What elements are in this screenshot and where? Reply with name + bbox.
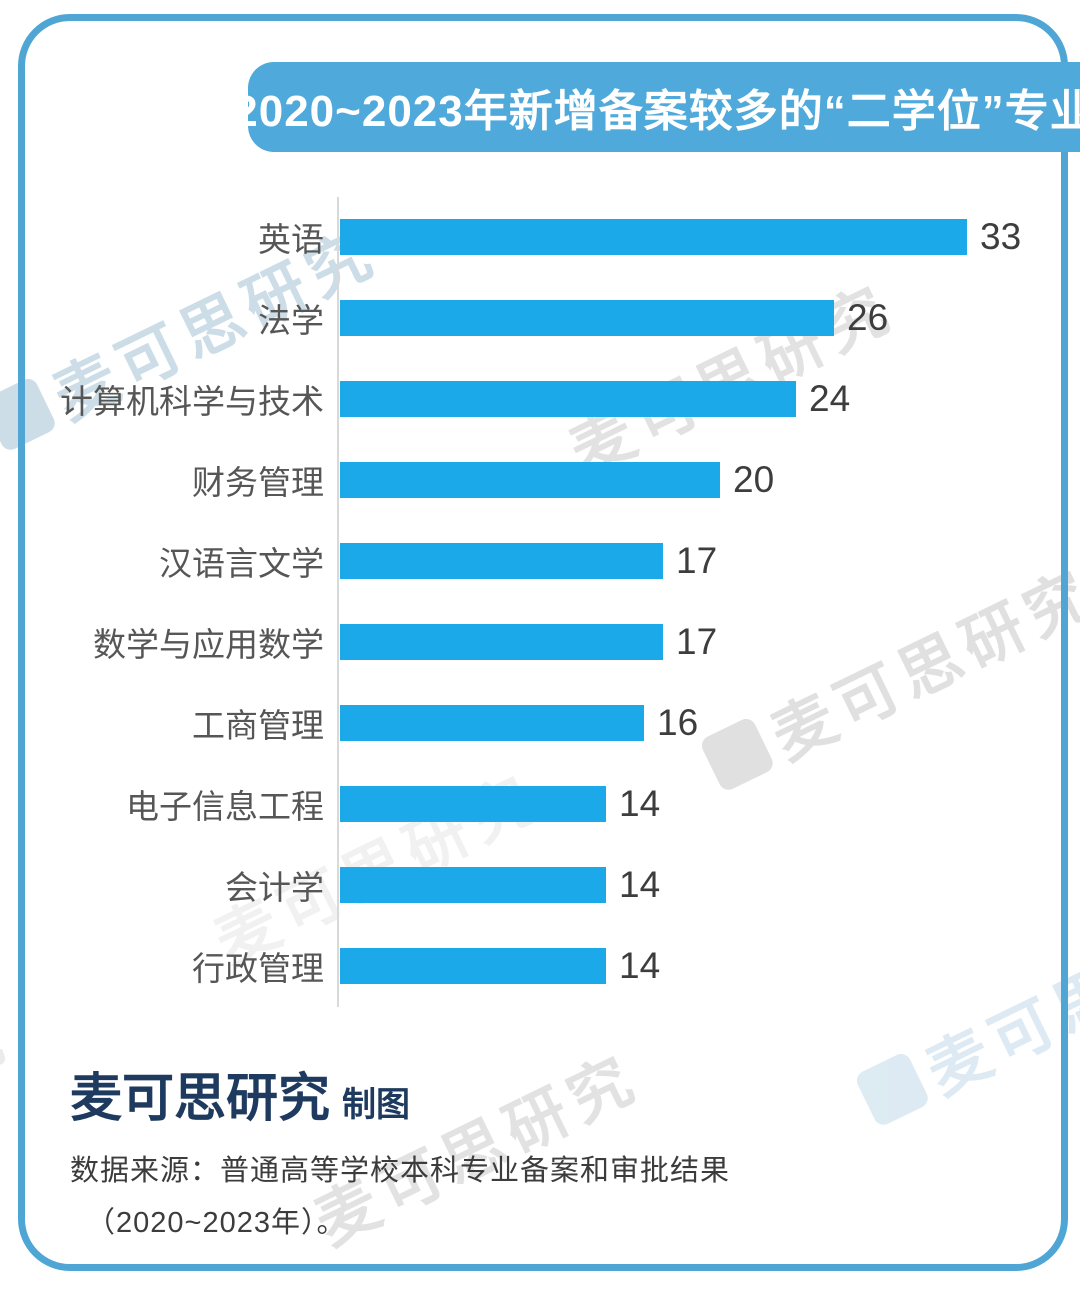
bar-value: 26	[847, 296, 889, 338]
bar	[340, 704, 644, 741]
chart-row: 英语 33	[0, 196, 1080, 277]
bar-label: 行政管理	[192, 949, 324, 987]
bar-value: 17	[676, 620, 718, 662]
bar-label: 工商管理	[192, 706, 324, 744]
chart-title: 2020~2023年新增备案较多的“二学位”专业	[233, 87, 1080, 136]
source-line-1: 数据来源：普通高等学校本科专业备案和审批结果	[70, 1155, 731, 1187]
chart-row: 数学与应用数学 17	[0, 601, 1080, 682]
chart-row: 财务管理 20	[0, 439, 1080, 520]
card-border	[18, 14, 1068, 1271]
bar	[340, 785, 606, 822]
chart-row: 工商管理 16	[0, 682, 1080, 763]
bar-value: 14	[619, 944, 661, 986]
title-banner: 2020~2023年新增备案较多的“二学位”专业	[233, 62, 1080, 152]
bar-label: 财务管理	[192, 463, 324, 501]
bar	[340, 299, 834, 336]
bar-value: 33	[980, 215, 1022, 257]
chart-row: 行政管理 14	[0, 925, 1080, 1006]
bar-value: 17	[676, 539, 718, 581]
bar	[340, 947, 606, 984]
bar-label: 计算机科学与技术	[60, 382, 324, 420]
bar	[340, 866, 606, 903]
bar-value: 20	[733, 458, 775, 500]
bar	[340, 542, 663, 579]
chart-row: 法学 26	[0, 277, 1080, 358]
bar-value: 14	[619, 782, 661, 824]
chart-rows: 英语 33 法学 26 计算机科学与技术 24 财务管理 20 汉语言文学 17 数学与应用数学 17…	[0, 196, 1080, 1006]
chart-row: 会计学 14	[0, 844, 1080, 925]
footer: 麦可思研究 制图 数据来源：普通高等学校本科专业备案和审批结果 （2020~202…	[70, 1056, 1010, 1241]
bar-label: 电子信息工程	[126, 787, 324, 825]
bar-label: 汉语言文学	[159, 544, 324, 582]
brand-line: 麦可思研究 制图	[70, 1056, 1010, 1131]
bar	[340, 380, 796, 417]
bar-label: 会计学	[225, 868, 324, 906]
source-line-2: （2020~2023年）。	[86, 1207, 347, 1239]
bar-value: 14	[619, 863, 661, 905]
bar	[340, 218, 967, 255]
bar-value: 16	[657, 701, 699, 743]
bar	[340, 461, 720, 498]
chart-row: 电子信息工程 14	[0, 763, 1080, 844]
bar-value: 24	[809, 377, 851, 419]
bar-label: 数学与应用数学	[93, 625, 324, 663]
chart-row: 计算机科学与技术 24	[0, 358, 1080, 439]
bar-label: 法学	[258, 301, 324, 339]
y-axis-line	[337, 197, 339, 1007]
credit-label: 制图	[342, 1086, 411, 1124]
bar	[340, 623, 663, 660]
chart-row: 汉语言文学 17	[0, 520, 1080, 601]
brand-name: 麦可思研究	[70, 1070, 331, 1128]
bar-label: 英语	[258, 220, 324, 258]
